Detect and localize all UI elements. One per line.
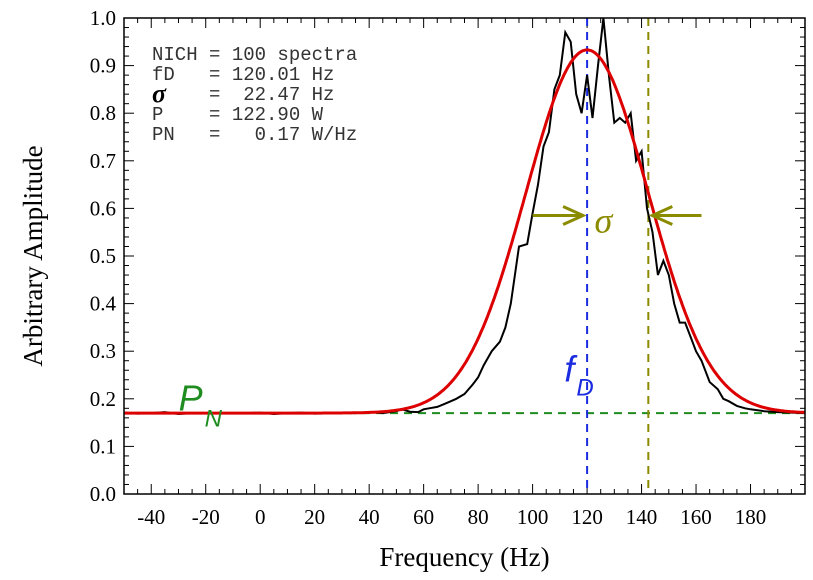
x-tick-label: 160 (680, 505, 712, 529)
gaussian-fit-line (124, 48, 805, 415)
info-line: NICH = 100 spectra (152, 44, 357, 66)
y-tick-label: 0.1 (90, 434, 116, 458)
axis-ticks (123, 17, 806, 495)
sigma-arrowhead-right (648, 205, 673, 226)
info-line: P = 122.90 W (152, 104, 324, 126)
sigma-label: σ (595, 200, 614, 240)
y-tick-label: 0.8 (90, 101, 116, 125)
annotations: PN fD σ (179, 200, 702, 433)
fd-label: fD (564, 348, 593, 401)
x-axis-title: Frequency (Hz) (379, 542, 549, 572)
x-tick-label: 120 (571, 505, 603, 529)
x-tick-label: -20 (192, 505, 220, 529)
x-tick-label: -40 (137, 505, 165, 529)
info-line: fD = 120.01 Hz (152, 64, 334, 86)
y-tick-label: 0.9 (90, 54, 116, 78)
sigma-arrowhead-left (562, 205, 587, 226)
y-tick-label: 0.0 (90, 482, 116, 506)
x-tick-label: 0 (255, 505, 266, 529)
y-tick-label: 0.3 (90, 339, 116, 363)
x-tick-label: 60 (413, 505, 434, 529)
x-tick-label: 80 (468, 505, 489, 529)
y-tick-label: 0.2 (90, 387, 116, 411)
y-tick-label: 0.7 (90, 149, 116, 173)
plot-frame (123, 17, 806, 495)
x-tick-label: 180 (735, 505, 767, 529)
info-symbol: σ (152, 79, 167, 108)
x-tick-label: 140 (626, 505, 658, 529)
y-tick-label: 0.5 (90, 244, 116, 268)
info-line: PN = 0.17 W/Hz (152, 124, 357, 146)
x-tick-label: 100 (517, 505, 549, 529)
pn-label: PN (179, 378, 223, 433)
y-axis-title: Arbitrary Amplitude (18, 145, 48, 366)
info-line: = 22.47 Hz (152, 84, 334, 106)
x-tick-labels: -40 -20 0 20 40 60 80 100 120 140 160 180 (137, 505, 766, 529)
y-tick-labels: 0.0 0.1 0.2 0.3 0.4 0.5 0.6 0.7 0.8 0.9 1.0 (90, 6, 117, 506)
x-tick-label: 20 (304, 505, 325, 529)
y-tick-label: 1.0 (90, 6, 116, 30)
y-tick-label: 0.6 (90, 196, 116, 220)
y-tick-label: 0.4 (90, 292, 117, 316)
x-tick-label: 40 (359, 505, 380, 529)
